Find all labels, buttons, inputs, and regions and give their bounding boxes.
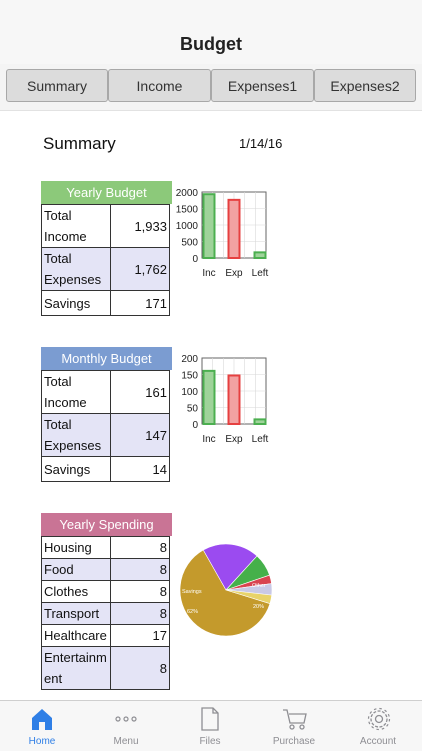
y-tick-label: 1000 xyxy=(176,221,199,232)
row-value: 17 xyxy=(110,624,170,647)
summary-heading: Summary xyxy=(43,134,116,153)
y-tick-label: 200 xyxy=(181,354,198,365)
files-icon xyxy=(201,707,219,731)
bar xyxy=(253,418,267,425)
tabbar-label: Files xyxy=(199,736,221,747)
tab-expenses2[interactable]: Expenses2 xyxy=(314,69,416,102)
row-value: 161 xyxy=(110,370,170,414)
x-tick-label: Exp xyxy=(225,434,243,445)
tabbar-label: Purchase xyxy=(272,736,316,747)
y-tick-label: 1500 xyxy=(176,205,199,216)
row-value: 1,762 xyxy=(110,247,170,291)
monthly-budget-chart: 200 150 100 50 0 Inc Exp Left xyxy=(181,354,269,445)
table-row: Transport 8 xyxy=(41,602,170,625)
row-value: 8 xyxy=(110,602,170,625)
row-label: Entertainment xyxy=(41,646,111,690)
page-title: Budget xyxy=(180,34,242,54)
row-value: 14 xyxy=(110,456,170,482)
table-row: Total Expenses 1,762 xyxy=(41,247,170,291)
y-tick-label: 100 xyxy=(181,387,198,398)
table-row: Savings 14 xyxy=(41,456,170,482)
pie-label: Savings xyxy=(182,589,202,595)
x-tick-label: Inc xyxy=(202,434,215,445)
row-value: 8 xyxy=(110,558,170,581)
table-row: Food 8 xyxy=(41,558,170,581)
bar xyxy=(202,369,216,426)
monthly-budget-header: Monthly Budget xyxy=(41,347,172,370)
pie-slice xyxy=(225,589,273,604)
pie-slice xyxy=(202,543,258,591)
row-label: Transport xyxy=(41,602,111,625)
row-label: Savings xyxy=(41,290,111,316)
table-row: Clothes 8 xyxy=(41,580,170,603)
tab-strip: Summary Income Expenses1 Expenses2 xyxy=(0,64,422,111)
tab-summary[interactable]: Summary xyxy=(6,69,108,102)
row-value: 147 xyxy=(110,413,170,457)
table-row: Savings 171 xyxy=(41,290,170,316)
x-tick-label: Left xyxy=(252,268,269,279)
home-icon xyxy=(32,709,52,730)
yearly-spending-table: Housing 8 Food 8 Clothes 8 Transport 8 H… xyxy=(41,536,170,690)
yearly-budget-header: Yearly Budget xyxy=(41,181,172,204)
tabbar-label: Account xyxy=(359,736,397,747)
y-tick-label: 0 xyxy=(192,420,198,431)
bar xyxy=(202,193,216,260)
yearly-budget-chart: 2000 1500 1000 500 0 Inc Exp Left xyxy=(176,188,269,279)
navigation-bar: Budget xyxy=(0,0,422,65)
yearly-budget-table: Total Income 1,933 Total Expenses 1,762 … xyxy=(41,204,170,316)
yearly-spending-pie-chart: Savings Other 20% 62% xyxy=(179,543,273,637)
cart-icon xyxy=(283,709,307,730)
pie-slice xyxy=(179,549,271,637)
x-tick-label: Exp xyxy=(225,268,243,279)
bar xyxy=(227,198,241,259)
table-row: Entertainment 8 xyxy=(41,646,170,690)
y-tick-label: 2000 xyxy=(176,188,199,199)
tabbar-label: Home xyxy=(28,736,56,747)
summary-date: 1/14/16 xyxy=(239,136,283,151)
row-label: Food xyxy=(41,558,111,581)
pie-label: 62% xyxy=(187,609,198,615)
row-label: Total Income xyxy=(41,370,111,414)
y-tick-label: 500 xyxy=(181,238,198,249)
tabbar-account[interactable]: Account xyxy=(336,701,420,751)
x-tick-label: Inc xyxy=(202,268,215,279)
y-tick-label: 0 xyxy=(192,254,198,265)
monthly-budget-table: Total Income 161 Total Expenses 147 Savi… xyxy=(41,370,170,482)
tabbar-home[interactable]: Home xyxy=(0,701,84,751)
row-value: 1,933 xyxy=(110,204,170,248)
pie-label: Other xyxy=(252,583,266,589)
row-label: Housing xyxy=(41,536,111,559)
y-tick-label: 150 xyxy=(181,371,198,382)
bar xyxy=(253,251,267,260)
row-label: Healthcare xyxy=(41,624,111,647)
table-row: Total Expenses 147 xyxy=(41,413,170,457)
row-label: Savings xyxy=(41,456,111,482)
bar xyxy=(227,374,241,425)
pie-label: 20% xyxy=(253,604,264,610)
table-row: Housing 8 xyxy=(41,536,170,559)
row-value: 171 xyxy=(110,290,170,316)
row-label: Total Expenses xyxy=(41,413,111,457)
tabbar-menu[interactable]: Menu xyxy=(84,701,168,751)
bottom-tab-bar: Home Menu Files Purchase Account xyxy=(0,700,422,751)
row-label: Total Income xyxy=(41,204,111,248)
table-row: Healthcare 17 xyxy=(41,624,170,647)
tabbar-purchase[interactable]: Purchase xyxy=(252,701,336,751)
tab-income[interactable]: Income xyxy=(108,69,211,102)
y-tick-label: 50 xyxy=(187,404,199,415)
x-tick-label: Left xyxy=(252,434,269,445)
menu-icon xyxy=(115,716,137,722)
table-row: Total Income 1,933 xyxy=(41,204,170,248)
row-label: Total Expenses xyxy=(41,247,111,291)
tabbar-files[interactable]: Files xyxy=(168,701,252,751)
tabbar-label: Menu xyxy=(113,736,139,747)
row-value: 8 xyxy=(110,580,170,603)
row-value: 8 xyxy=(110,536,170,559)
gear-icon xyxy=(367,707,391,731)
tab-expenses1[interactable]: Expenses1 xyxy=(211,69,314,102)
table-row: Total Income 161 xyxy=(41,370,170,414)
row-label: Clothes xyxy=(41,580,111,603)
row-value: 8 xyxy=(110,646,170,690)
yearly-spending-header: Yearly Spending xyxy=(41,513,172,536)
